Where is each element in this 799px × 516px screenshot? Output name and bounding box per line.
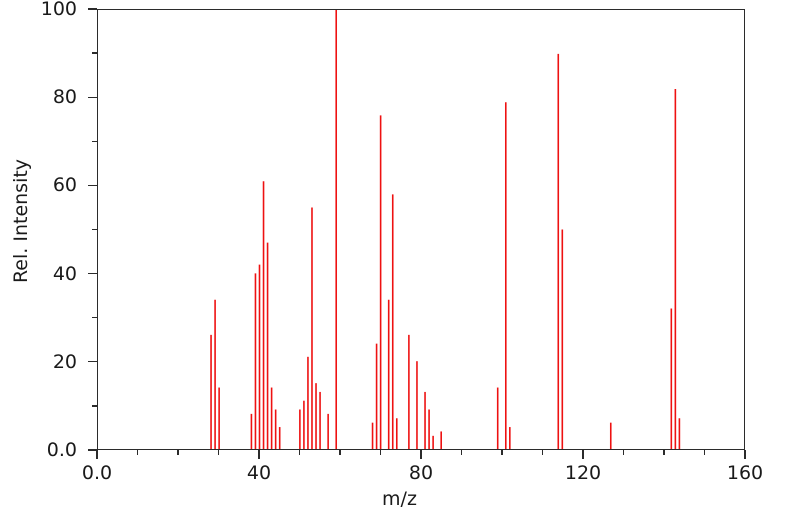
x-tick-major xyxy=(582,450,584,459)
y-tick-major xyxy=(88,272,97,275)
y-tick-label: 0.0 xyxy=(46,439,77,461)
x-tick-minor xyxy=(177,450,179,455)
x-tick-label: 40 xyxy=(246,462,272,484)
y-tick-minor xyxy=(92,140,97,142)
y-tick-minor xyxy=(92,52,97,54)
y-tick-label: 20 xyxy=(52,350,77,373)
y-tick-major xyxy=(88,449,97,451)
x-tick-label: 120 xyxy=(564,462,602,484)
x-tick-minor xyxy=(622,450,625,455)
y-tick-label: 40 xyxy=(52,262,77,285)
spectrum-series xyxy=(98,10,744,449)
x-tick-major xyxy=(744,450,746,459)
x-tick-major xyxy=(96,450,98,459)
y-tick-major xyxy=(88,8,97,10)
x-tick-minor xyxy=(703,450,706,455)
y-tick-minor xyxy=(92,405,97,407)
y-tick-major xyxy=(88,361,97,363)
x-tick-minor xyxy=(339,450,341,455)
plot-area xyxy=(97,9,745,450)
x-tick-label: 80 xyxy=(408,462,434,484)
x-tick-minor xyxy=(501,450,503,455)
x-tick-minor xyxy=(136,450,139,455)
y-tick-label: 80 xyxy=(52,86,77,109)
y-tick-label: 100 xyxy=(40,0,77,20)
y-tick-major xyxy=(88,184,97,187)
y-tick-minor xyxy=(92,317,97,319)
x-tick-major xyxy=(420,450,422,459)
x-tick-major xyxy=(258,450,260,459)
x-tick-minor xyxy=(663,450,665,455)
x-tick-minor xyxy=(217,450,220,455)
x-tick-label: 0.0 xyxy=(81,462,113,484)
y-axis-title: Rel. Intensity xyxy=(10,158,32,284)
x-tick-minor xyxy=(541,450,544,455)
x-axis-title: m/z xyxy=(382,488,417,510)
x-tick-minor xyxy=(379,450,382,455)
x-tick-minor xyxy=(298,450,301,455)
y-tick-minor xyxy=(92,228,97,231)
y-tick-major xyxy=(88,96,97,98)
y-tick-label: 60 xyxy=(52,174,77,197)
x-tick-label: 160 xyxy=(726,462,764,484)
x-tick-minor xyxy=(460,450,463,455)
